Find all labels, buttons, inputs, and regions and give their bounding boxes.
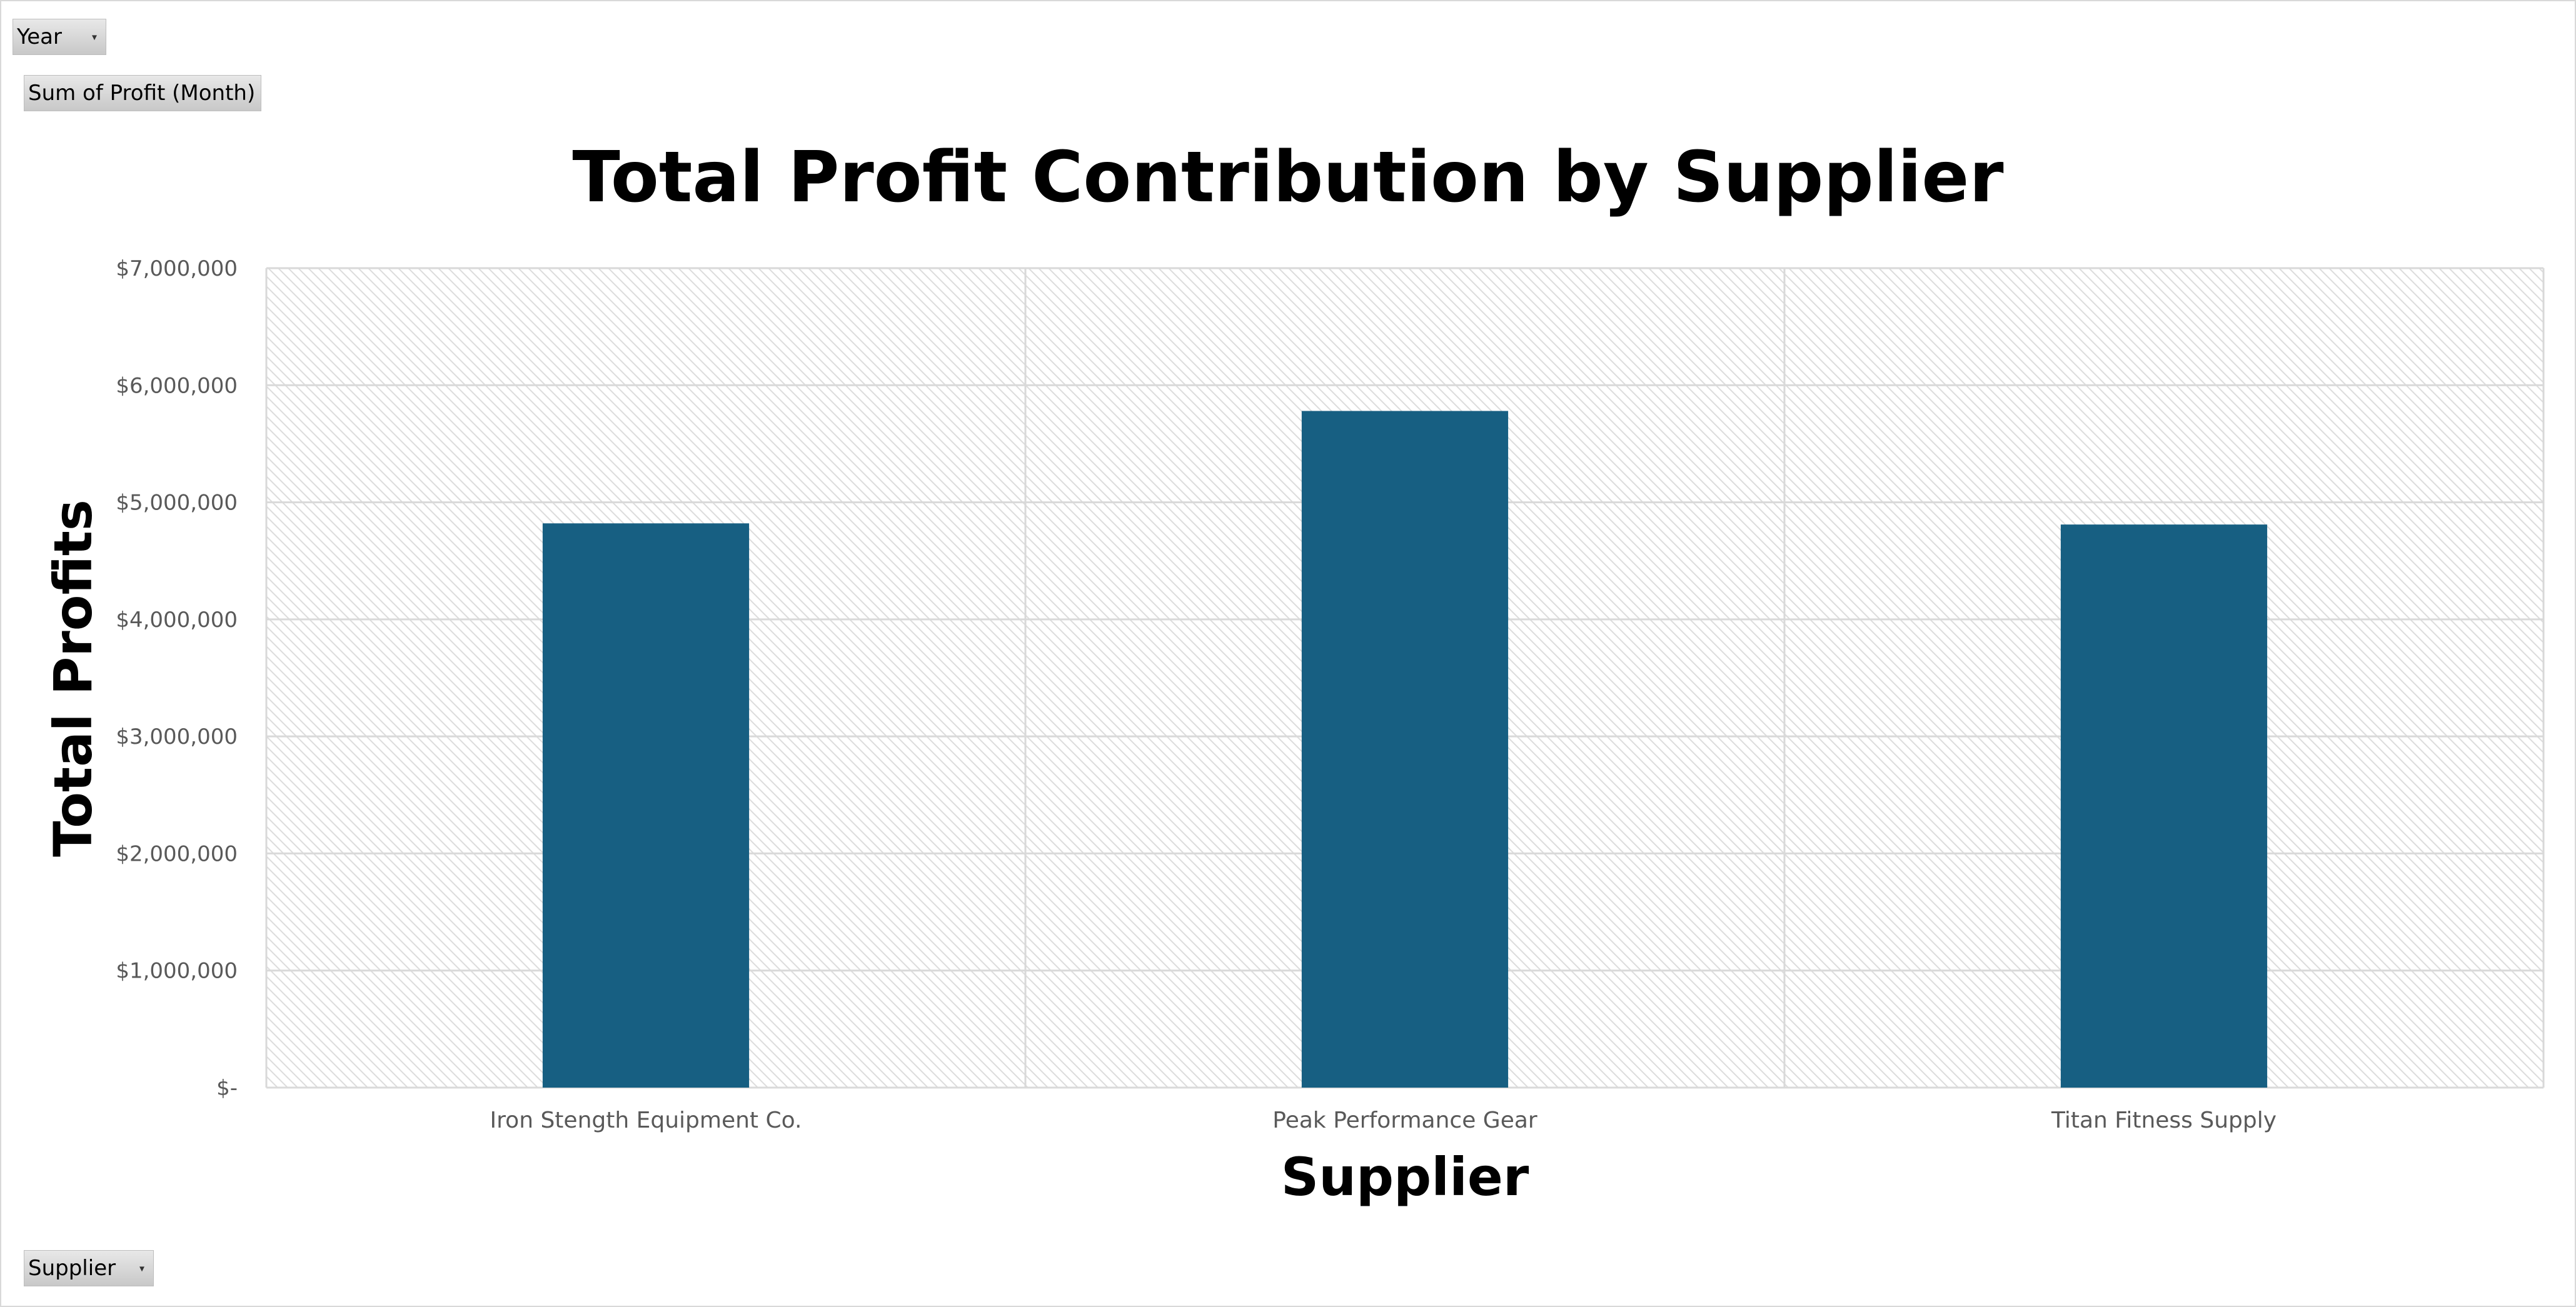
bar[interactable] [542, 523, 750, 1088]
x-tick-label: Peak Performance Gear [1272, 1108, 1537, 1133]
dropdown-arrow-icon: ▾ [139, 1262, 144, 1274]
y-tick-label: $4,000,000 [116, 608, 238, 633]
supplier-filter-button[interactable]: Supplier ▾ [24, 1250, 154, 1286]
y-tick-label: $- [216, 1076, 238, 1101]
x-axis-title: Supplier [1281, 1146, 1529, 1208]
y-tick-label: $5,000,000 [116, 491, 238, 516]
bar[interactable] [1301, 411, 1509, 1088]
y-axis-title: Total Profits [43, 499, 104, 857]
value-field-label: Sum of Profit (Month) [28, 81, 256, 106]
dropdown-arrow-icon: ▾ [91, 31, 97, 43]
x-tick-label: Titan Fitness Supply [2051, 1108, 2277, 1133]
supplier-filter-label: Supplier [28, 1256, 116, 1281]
value-field-button[interactable]: Sum of Profit (Month) [24, 75, 261, 111]
y-tick-label: $6,000,000 [116, 373, 238, 398]
year-filter-button[interactable]: Year ▾ [13, 19, 106, 55]
x-tick-label: Iron Stength Equipment Co. [490, 1108, 802, 1133]
year-filter-label: Year [17, 24, 62, 49]
y-tick-label: $2,000,000 [116, 841, 238, 866]
bar[interactable] [2060, 524, 2268, 1088]
y-tick-label: $7,000,000 [116, 256, 238, 281]
y-tick-label: $3,000,000 [116, 724, 238, 749]
y-tick-label: $1,000,000 [116, 959, 238, 984]
chart-title: Total Profit Contribution by Supplier [572, 137, 2003, 218]
